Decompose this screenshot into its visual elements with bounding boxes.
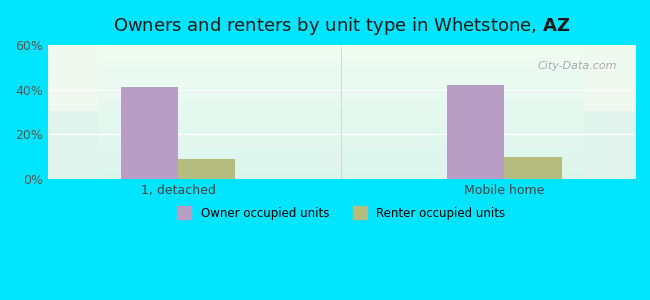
Bar xyxy=(178,159,235,179)
Bar xyxy=(504,157,562,179)
Text: City-Data.com: City-Data.com xyxy=(538,61,617,71)
Title: Owners and renters by unit type in Whetstone, $\bf{AZ}$: Owners and renters by unit type in Whets… xyxy=(112,15,570,37)
Bar xyxy=(447,85,504,179)
Legend: Owner occupied units, Renter occupied units: Owner occupied units, Renter occupied un… xyxy=(172,202,510,224)
Bar xyxy=(121,87,178,179)
